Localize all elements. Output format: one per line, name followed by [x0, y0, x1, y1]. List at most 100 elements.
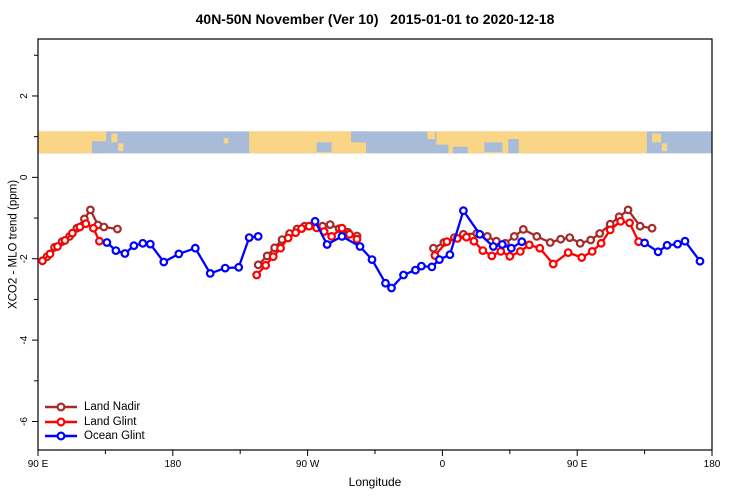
data-point	[680, 236, 690, 246]
data-point	[159, 257, 169, 267]
map-island	[118, 143, 124, 152]
legend-item-land-glint: Land Glint	[44, 415, 145, 430]
data-point	[565, 233, 575, 243]
data-point	[695, 256, 705, 266]
y-tick-label: -4	[19, 335, 30, 344]
data-point	[429, 243, 438, 253]
data-point	[462, 232, 471, 242]
data-point	[67, 228, 77, 238]
data-point	[94, 236, 104, 246]
data-point	[387, 283, 396, 293]
data-point	[283, 233, 293, 243]
data-point	[261, 260, 271, 270]
data-point	[616, 216, 625, 226]
data-point	[85, 205, 95, 215]
data-point	[120, 249, 130, 258]
data-point	[304, 221, 314, 231]
map-land	[436, 131, 647, 154]
data-point	[475, 229, 485, 239]
y-tick-label: 0	[19, 174, 30, 180]
data-point	[337, 223, 347, 233]
data-point	[625, 218, 634, 228]
data-point	[417, 261, 426, 271]
map-island	[661, 143, 668, 152]
chart-title: 40N-50N November (Ver 10) 2015-01-01 to …	[195, 11, 555, 27]
data-point	[556, 234, 566, 244]
data-point	[535, 243, 545, 253]
data-point	[111, 246, 121, 256]
data-point	[445, 250, 455, 260]
legend-label: Land Nadir	[84, 401, 141, 414]
map-sea-patch	[91, 141, 107, 154]
legend-swatch-ocean-glint	[45, 431, 77, 441]
data-point	[102, 238, 112, 247]
data-point	[509, 231, 519, 241]
series-land-glint	[38, 216, 643, 280]
data-point	[45, 249, 55, 259]
legend-swatch-land-glint	[45, 417, 77, 427]
data-point	[253, 231, 263, 241]
data-point	[506, 243, 516, 253]
data-point	[640, 238, 649, 248]
legend-label: Land Glint	[84, 415, 137, 428]
data-point	[253, 260, 263, 270]
data-point	[587, 246, 597, 256]
data-point	[345, 229, 354, 239]
map-sea-patch	[452, 146, 468, 154]
data-point	[515, 246, 525, 256]
data-point	[596, 238, 606, 248]
world-map-strip	[38, 131, 712, 154]
data-point	[653, 247, 663, 257]
x-tick-label: 180	[164, 459, 181, 470]
map-sea-patch	[351, 131, 367, 143]
map-sea-patch	[484, 142, 503, 153]
map-island	[652, 133, 662, 143]
data-point	[190, 243, 200, 253]
data-point	[605, 225, 615, 235]
data-point	[88, 223, 98, 233]
data-point	[545, 238, 555, 247]
x-axis-label: Longitude	[348, 475, 402, 489]
data-point	[53, 242, 62, 251]
series-line	[432, 208, 654, 250]
data-point	[517, 237, 527, 247]
legend: Land Nadir Land Glint Ocean Glint	[44, 400, 145, 444]
data-point	[112, 224, 122, 234]
data-point	[478, 246, 488, 256]
legend-label: Ocean Glint	[84, 430, 145, 443]
data-point	[244, 233, 254, 243]
data-point	[586, 235, 596, 245]
data-point	[174, 249, 184, 259]
data-point	[252, 270, 262, 280]
data-point	[563, 248, 573, 258]
data-point	[99, 222, 109, 232]
data-point	[647, 223, 657, 233]
data-point	[595, 229, 605, 238]
x-tick-label: 90 E	[567, 459, 588, 470]
data-point	[367, 255, 377, 265]
data-point	[575, 238, 585, 248]
data-point	[662, 240, 672, 250]
data-point	[310, 216, 320, 226]
data-point	[325, 220, 335, 230]
data-point	[268, 252, 278, 262]
data-point	[205, 269, 215, 278]
data-point	[524, 240, 534, 250]
series-ocean-glint	[102, 206, 705, 293]
data-point	[297, 224, 307, 234]
data-point	[381, 278, 390, 288]
map-land	[38, 131, 107, 154]
data-point	[352, 234, 362, 244]
data-point	[355, 242, 365, 251]
y-tick-label: -6	[19, 417, 30, 426]
map-island	[111, 133, 118, 143]
legend-marker	[56, 431, 66, 441]
map-sea-patch	[508, 139, 519, 154]
data-point	[518, 224, 528, 234]
data-point	[548, 259, 558, 269]
data-point	[469, 236, 479, 246]
y-axis-label: XCO2 - MLO trend (ppm)	[7, 179, 20, 310]
data-point	[399, 270, 408, 280]
map-island	[427, 131, 435, 140]
